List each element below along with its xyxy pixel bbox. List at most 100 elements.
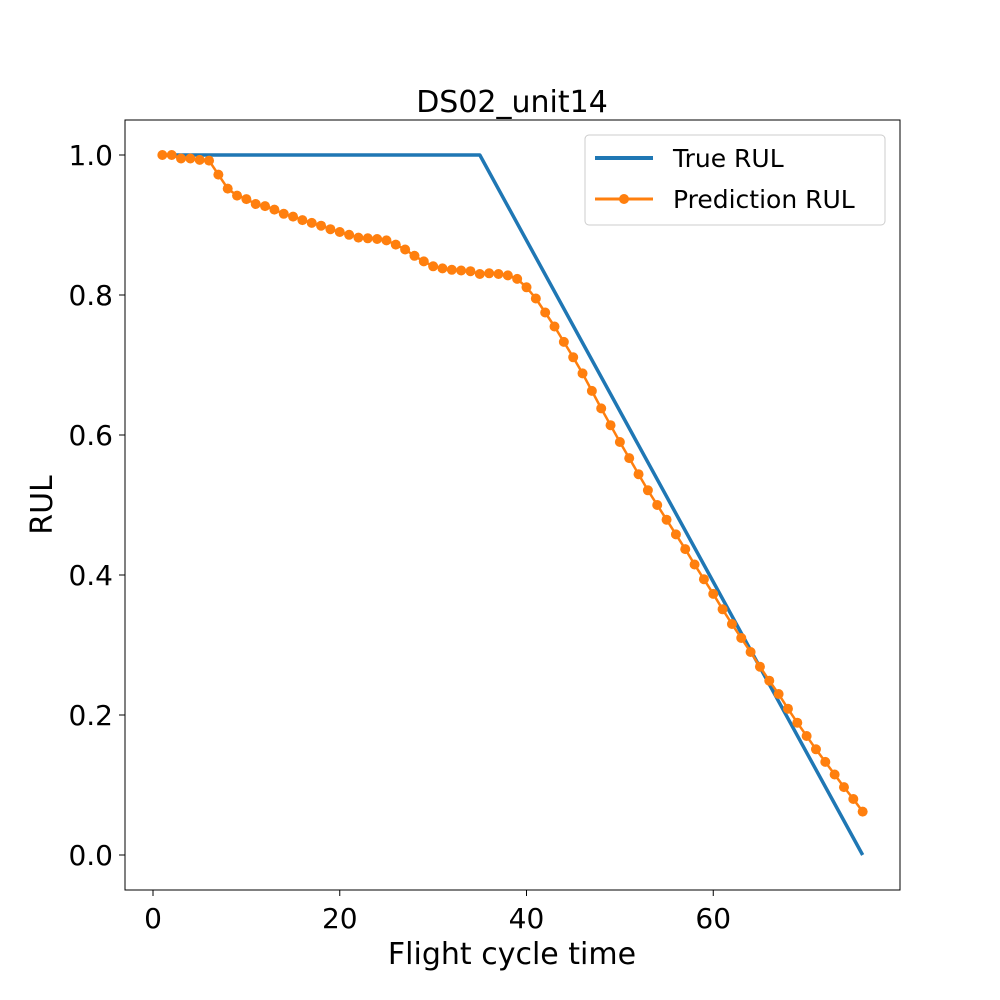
data-point-prediction-rul <box>642 485 653 496</box>
data-point-prediction-rul <box>204 155 215 166</box>
x-tick-label: 0 <box>144 902 162 935</box>
data-point-prediction-rul <box>362 233 373 244</box>
data-point-prediction-rul <box>446 264 457 275</box>
y-tick-label: 0.2 <box>68 699 113 732</box>
data-point-prediction-rul <box>176 153 187 164</box>
data-point-prediction-rul <box>418 256 429 267</box>
data-point-prediction-rul <box>484 268 495 279</box>
data-point-prediction-rul <box>698 574 709 585</box>
data-point-prediction-rul <box>829 769 840 780</box>
data-point-prediction-rul <box>810 744 821 755</box>
data-point-prediction-rul <box>661 514 672 525</box>
data-point-prediction-rul <box>344 229 355 240</box>
data-point-prediction-rul <box>773 689 784 699</box>
y-axis-label: RUL <box>25 475 60 535</box>
data-point-prediction-rul <box>708 588 719 599</box>
data-point-prediction-rul <box>754 661 765 672</box>
x-tick-label: 40 <box>509 902 545 935</box>
data-point-prediction-rul <box>512 273 523 284</box>
data-point-prediction-rul <box>288 211 299 222</box>
x-axis: 0 20 40 60 <box>144 890 731 935</box>
data-point-prediction-rul <box>745 647 756 657</box>
data-point-prediction-rul <box>838 782 849 793</box>
data-point-prediction-rul <box>540 307 551 318</box>
data-point-prediction-rul <box>166 150 177 160</box>
x-tick-label: 20 <box>322 902 358 935</box>
data-point-prediction-rul <box>689 559 700 570</box>
data-point-prediction-rul <box>736 633 747 643</box>
data-point-prediction-rul <box>586 385 597 396</box>
legend-prediction-rul-label: Prediction RUL <box>673 185 855 214</box>
data-point-prediction-rul <box>278 208 289 219</box>
plot-frame <box>124 119 901 891</box>
data-point-prediction-rul <box>568 352 579 363</box>
data-point-prediction-rul <box>157 150 168 160</box>
legend: True RUL Prediction RUL <box>584 134 886 226</box>
y-tick-label: 0.6 <box>68 419 113 452</box>
data-point-prediction-rul <box>792 717 803 728</box>
data-point-prediction-rul <box>437 263 448 274</box>
data-point-prediction-rul <box>493 269 504 279</box>
y-axis: 0.0 0.2 0.4 0.6 0.8 1.0 <box>68 139 125 872</box>
chart-title: DS02_unit14 <box>416 85 608 120</box>
data-point-prediction-rul <box>232 190 243 201</box>
data-point-prediction-rul <box>801 731 812 741</box>
data-point-prediction-rul <box>456 265 467 276</box>
data-point-prediction-rul <box>633 469 644 480</box>
data-point-prediction-rul <box>185 153 196 164</box>
series-line-prediction-rul <box>162 153 864 813</box>
data-point-prediction-rul <box>596 403 607 414</box>
legend-true-rul-label: True RUL <box>672 144 784 173</box>
data-point-prediction-rul <box>390 239 401 250</box>
data-point-prediction-rul <box>241 194 252 205</box>
data-point-prediction-rul <box>717 604 728 615</box>
y-tick-label: 0.0 <box>68 839 113 872</box>
data-point-prediction-rul <box>624 453 635 464</box>
data-point-prediction-rul <box>334 227 345 237</box>
data-point-prediction-rul <box>820 756 831 767</box>
series-line-true-rul <box>171 153 865 856</box>
y-tick-label: 0.4 <box>68 559 113 592</box>
legend-prediction-rul-marker <box>619 194 629 204</box>
y-tick-label: 1.0 <box>68 139 113 172</box>
data-point-prediction-rul <box>857 806 868 817</box>
data-point-prediction-rul <box>353 232 364 243</box>
data-point-prediction-rul <box>306 217 317 228</box>
data-point-prediction-rul <box>194 154 205 165</box>
data-point-prediction-rul <box>549 321 560 332</box>
data-point-prediction-rul <box>502 270 513 281</box>
data-point-prediction-rul <box>465 266 476 277</box>
data-point-prediction-rul <box>297 215 308 226</box>
data-point-prediction-rul <box>222 183 233 194</box>
data-point-prediction-rul <box>848 794 859 804</box>
plot-area <box>157 150 868 856</box>
data-point-prediction-rul <box>269 204 280 215</box>
data-point-prediction-rul <box>726 619 737 629</box>
data-point-prediction-rul <box>577 368 588 379</box>
data-point-prediction-rul <box>400 244 411 255</box>
data-point-prediction-rul <box>325 224 336 235</box>
data-point-prediction-rul <box>409 250 420 261</box>
data-point-prediction-rul <box>614 437 625 447</box>
legend-box <box>584 134 886 226</box>
data-point-prediction-rul <box>213 169 224 180</box>
x-tick-label: 60 <box>695 902 731 935</box>
data-point-prediction-rul <box>680 544 691 555</box>
data-point-prediction-rul <box>764 675 775 686</box>
data-point-prediction-rul <box>260 201 271 212</box>
data-point-prediction-rul <box>521 282 532 293</box>
data-point-prediction-rul <box>381 235 392 246</box>
data-point-prediction-rul <box>652 500 663 510</box>
data-point-prediction-rul <box>605 420 616 431</box>
y-tick-label: 0.8 <box>68 279 113 312</box>
data-point-prediction-rul <box>670 529 681 540</box>
data-point-prediction-rul <box>428 261 439 272</box>
x-axis-label: Flight cycle time <box>388 937 636 972</box>
data-point-prediction-rul <box>250 199 261 209</box>
data-point-prediction-rul <box>558 336 569 347</box>
data-point-prediction-rul <box>474 269 485 279</box>
data-point-prediction-rul <box>372 234 383 244</box>
data-point-prediction-rul <box>316 220 327 231</box>
data-point-prediction-rul <box>530 293 541 304</box>
